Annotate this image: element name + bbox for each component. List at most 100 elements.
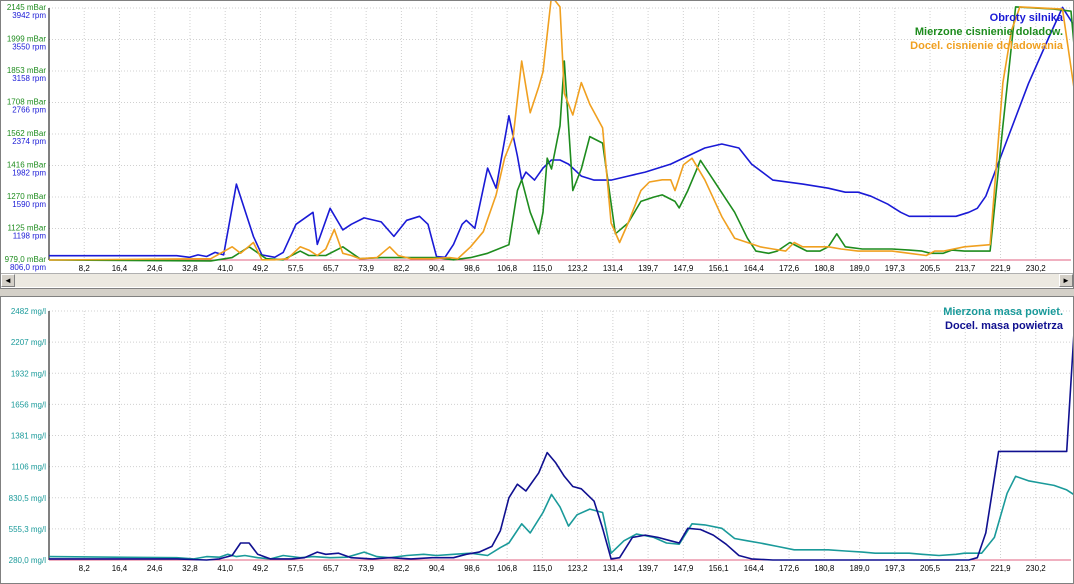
y-tick-label: 1270 mBar: [7, 192, 46, 201]
x-tick-label: 131,4: [603, 264, 624, 273]
x-tick-label: 221,9: [991, 564, 1012, 573]
x-tick-label: 65,7: [323, 564, 339, 573]
y-tick-label: 2482 mg/l: [11, 307, 46, 316]
x-tick-label: 73,9: [358, 564, 374, 573]
y-tick-label: 555,3 mg/l: [9, 525, 47, 534]
y-tick-label: 1125 mBar: [7, 224, 46, 233]
x-tick-label: 230,2: [1026, 564, 1047, 573]
x-tick-label: 205,5: [920, 564, 941, 573]
y-tick-label: 1198 rpm: [13, 232, 47, 241]
y-tick-label: 2374 rpm: [12, 137, 46, 146]
air-mass-chart: 8,2 16,4 24,6 32,8 41,0 49,2 57,5 65,7 73,9 82,2 9…: [9, 307, 1073, 573]
series-line-maf-target: [49, 335, 1073, 561]
x-tick-label: 189,0: [850, 264, 871, 273]
x-tick-label: 180,8: [814, 564, 835, 573]
x-tick-label: 16,4: [112, 564, 128, 573]
x-tick-label: 90,4: [429, 264, 445, 273]
x-tick-label: 180,8: [814, 264, 835, 273]
x-tick-label: 172,6: [779, 564, 800, 573]
x-tick-label: 189,0: [850, 564, 871, 573]
x-tick-label: 147,9: [673, 264, 694, 273]
legend-rpm: Obroty silnika: [989, 12, 1063, 24]
x-tick-label: 139,7: [638, 564, 659, 573]
x-tick-label: 82,2: [394, 264, 410, 273]
arrow-left-icon[interactable]: ◄: [1, 274, 15, 287]
x-tick-label: 73,9: [358, 264, 374, 273]
x-tick-label: 205,5: [920, 264, 941, 273]
x-tick-label: 41,0: [217, 264, 233, 273]
y-tick-label: 1932 mg/l: [11, 369, 46, 378]
y-tick-label: 1381 mg/l: [11, 432, 46, 441]
x-tick-label: 123,2: [568, 564, 589, 573]
y-tick-label: 280,0 mg/l: [9, 556, 47, 565]
x-tick-label: 98,6: [464, 264, 480, 273]
x-tick-label: 16,4: [112, 264, 128, 273]
x-tick-label: 24,6: [147, 564, 163, 573]
legend-boost-target: Docel. cisnienie doladowania: [910, 40, 1063, 52]
y-tick-label: 1982 rpm: [12, 169, 46, 178]
y-tick-label: 2145 mBar: [7, 3, 46, 12]
x-tick-label: 57,5: [288, 264, 304, 273]
x-tick-label: 106,8: [497, 564, 518, 573]
x-tick-label: 147,9: [673, 564, 694, 573]
x-tick-label: 115,0: [533, 264, 553, 273]
x-tick-label: 106,8: [497, 264, 518, 273]
x-tick-label: 115,0: [533, 564, 553, 573]
x-tick-label: 164,4: [744, 564, 765, 573]
y-tick-label: 1562 mBar: [7, 129, 46, 138]
y-tick-label: 2766 rpm: [12, 106, 46, 115]
boost-rpm-chart: 8,2 16,4 24,6 32,8 41,0 49,2 57,5 65,7 73,9 82,2 9…: [5, 1, 1073, 273]
x-tick-label: 82,2: [394, 564, 410, 573]
x-tick-label: 156,1: [709, 264, 730, 273]
y-tick-label: 1708 mBar: [7, 98, 46, 107]
x-tick-label: 221,9: [991, 264, 1012, 273]
y-tick-label: 979,0 mBar: [5, 255, 47, 264]
x-tick-label: 164,4: [744, 264, 765, 273]
x-tick-label: 41,0: [217, 564, 233, 573]
y-tick-label: 830,5 mg/l: [9, 494, 47, 503]
x-tick-label: 24,6: [147, 264, 163, 273]
x-tick-label: 172,6: [779, 264, 800, 273]
x-tick-label: 49,2: [253, 264, 269, 273]
x-tick-label: 57,5: [288, 564, 304, 573]
x-tick-label: 8,2: [79, 264, 91, 273]
x-tick-label: 230,2: [1026, 264, 1047, 273]
y-tick-label: 2207 mg/l: [11, 338, 46, 347]
x-tick-label: 32,8: [182, 564, 198, 573]
chart1-legend: Obroty silnika Mierzone cisnienie dolado…: [910, 11, 1063, 53]
y-tick-label: 1999 mBar: [7, 35, 46, 44]
x-tick-label: 65,7: [323, 264, 339, 273]
x-tick-label: 197,3: [885, 564, 906, 573]
legend-maf-measured: Mierzona masa powiet.: [943, 306, 1063, 318]
series-line-maf-measured: [48, 475, 1073, 560]
series-line-boost-measured: [48, 6, 1073, 262]
x-tick-label: 32,8: [182, 264, 198, 273]
x-tick-label: 213,7: [955, 264, 976, 273]
y-tick-label: 1106 mg/l: [11, 463, 46, 472]
x-tick-label: 49,2: [253, 564, 269, 573]
x-tick-label: 8,2: [79, 564, 91, 573]
y-tick-label: 1853 mBar: [7, 66, 46, 75]
y-tick-label: 1656 mg/l: [11, 400, 46, 409]
air-mass-chart-panel: 8,2 16,4 24,6 32,8 41,0 49,2 57,5 65,7 73,9 82,2 9…: [0, 296, 1074, 584]
x-tick-label: 139,7: [638, 264, 659, 273]
y-tick-label: 806,0 rpm: [10, 263, 46, 272]
x-tick-label: 98,6: [464, 564, 480, 573]
x-tick-label: 131,4: [603, 564, 624, 573]
y-tick-label: 1416 mBar: [7, 161, 46, 170]
y-tick-label: 3550 rpm: [12, 43, 46, 52]
arrow-right-icon[interactable]: ►: [1059, 274, 1073, 287]
legend-boost-measured: Mierzone cisnienie doladow.: [914, 26, 1063, 38]
x-tick-label: 123,2: [568, 264, 589, 273]
x-tick-label: 156,1: [709, 564, 730, 573]
x-tick-label: 213,7: [955, 564, 976, 573]
chart2-legend: Mierzona masa powiet. Docel. masa powiet…: [943, 305, 1063, 333]
series-line-boost-target: [48, 1, 1073, 261]
series-line-rpm: [49, 6, 1073, 259]
y-tick-label: 3158 rpm: [12, 74, 46, 83]
horizontal-scrollbar[interactable]: ◄ ►: [1, 273, 1073, 287]
legend-maf-target: Docel. masa powietrza: [945, 320, 1063, 332]
x-tick-label: 197,3: [885, 264, 906, 273]
y-tick-label: 3942 rpm: [12, 11, 46, 20]
boost-rpm-chart-panel: 8,2 16,4 24,6 32,8 41,0 49,2 57,5 65,7 73,9 82,2 9…: [0, 0, 1074, 289]
